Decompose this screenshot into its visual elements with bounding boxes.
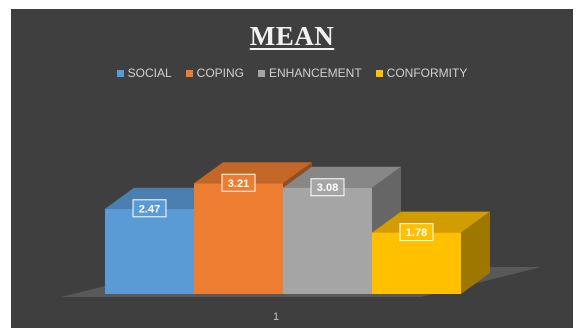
data-label-box-social [132, 199, 167, 218]
bar-conformity: 1.78 [372, 211, 490, 294]
legend-swatch-conformity [375, 69, 383, 77]
legend-swatch-social [116, 69, 124, 77]
bar-front-social [105, 208, 194, 294]
bar-side-conformity [461, 211, 490, 294]
bar-front-conformity [372, 232, 461, 294]
legend-label-conformity: CONFORMITY [386, 66, 468, 80]
bar-front-coping [194, 183, 283, 294]
chart-title: MEAN [249, 21, 335, 51]
legend-label-coping: COPING [196, 66, 244, 80]
x-axis-tick-label: 1 [273, 311, 279, 323]
data-label-conformity: 1.78 [406, 227, 427, 239]
data-label-enhancement: 3.08 [317, 182, 338, 194]
chart-area: MEAN SOCIAL COPING ENHANCEMENT CONFORMIT… [11, 9, 573, 328]
legend: SOCIAL COPING ENHANCEMENT CONFORMITY [11, 66, 573, 80]
data-label-box-enhancement [310, 178, 345, 197]
plot-area: 2.47 3.21 3.08 1.78 1 [61, 162, 541, 323]
data-label-box-coping [221, 173, 256, 192]
legend-label-social: SOCIAL [127, 66, 172, 80]
legend-swatch-coping [185, 69, 193, 77]
legend-label-enhancement: ENHANCEMENT [269, 66, 362, 80]
data-label-coping: 3.21 [228, 178, 249, 190]
data-label-social: 2.47 [139, 203, 160, 215]
data-label-box-conformity [399, 223, 434, 242]
bar-front-enhancement [283, 187, 372, 294]
legend-item-conformity: CONFORMITY [375, 66, 468, 80]
legend-item-coping: COPING [185, 66, 244, 80]
legend-item-enhancement: ENHANCEMENT [258, 66, 362, 80]
legend-swatch-enhancement [258, 69, 265, 77]
bars-group: 2.47 3.21 3.08 1.78 [105, 162, 490, 294]
legend-item-social: SOCIAL [116, 66, 172, 80]
